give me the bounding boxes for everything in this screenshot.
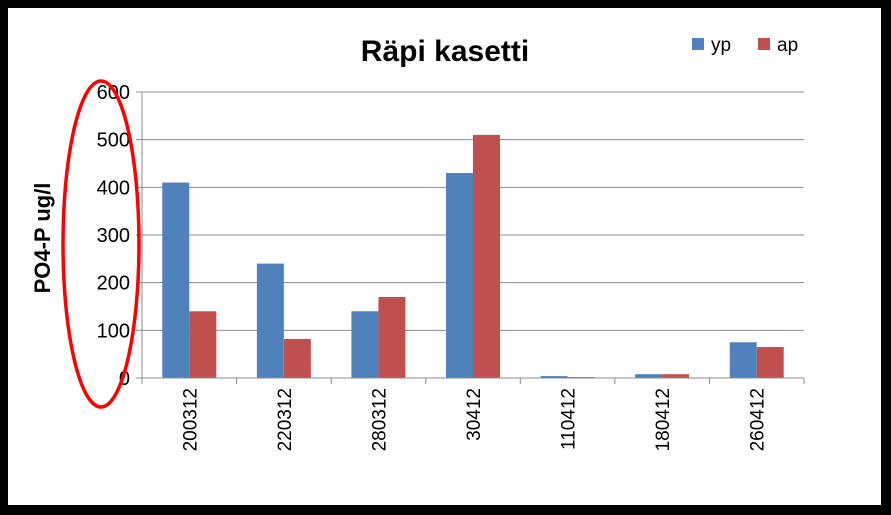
bar-ap-220312	[283, 338, 311, 378]
y-tick-label: 300	[97, 225, 130, 247]
bar-ap-30412	[473, 134, 500, 378]
x-tick-label: 260412	[748, 388, 769, 451]
bar-yp-180412	[635, 374, 663, 378]
bar-ap-200312	[189, 311, 217, 378]
x-tick-label: 30412	[464, 388, 485, 441]
legend-swatch-yp	[692, 38, 704, 50]
bars	[162, 134, 784, 378]
x-tick-label: 110412	[559, 388, 580, 450]
y-tick-label: 200	[97, 273, 130, 295]
bar-yp-260412	[729, 342, 757, 378]
bar-yp-30412	[446, 173, 473, 378]
x-tick-label: 200312	[180, 388, 201, 451]
x-tick-label: 220312	[275, 388, 296, 451]
legend: yp ap	[692, 35, 798, 56]
y-tick-label: 500	[97, 130, 130, 152]
bar-yp-110412	[540, 376, 568, 378]
y-axis-label: PO4-P ug/l	[30, 183, 55, 294]
bar-yp-200312	[162, 182, 190, 378]
chart-panel: Räpi kasetti PO4-P ug/l 0 100 200 300 400 500…	[8, 8, 881, 505]
bar-ap-180412	[662, 374, 690, 378]
y-tick-label: 0	[119, 368, 130, 390]
y-tick-label: 100	[97, 320, 130, 342]
bar-yp-280312	[351, 311, 379, 378]
bar-ap-260412	[756, 347, 784, 378]
chart-title: Räpi kasetti	[361, 35, 529, 68]
x-tick-label: 180412	[653, 388, 674, 451]
annotation-ellipse	[61, 79, 141, 409]
legend-swatch-ap	[758, 38, 770, 50]
x-tick-label: 280312	[369, 388, 390, 451]
bar-chart: Räpi kasetti PO4-P ug/l 0 100 200 300 400 500…	[30, 35, 805, 451]
legend-label-yp: yp	[711, 35, 731, 56]
bar-yp-220312	[256, 263, 284, 378]
legend-label-ap: ap	[777, 35, 798, 56]
bar-ap-280312	[378, 296, 406, 378]
y-tick-label: 400	[97, 177, 130, 199]
